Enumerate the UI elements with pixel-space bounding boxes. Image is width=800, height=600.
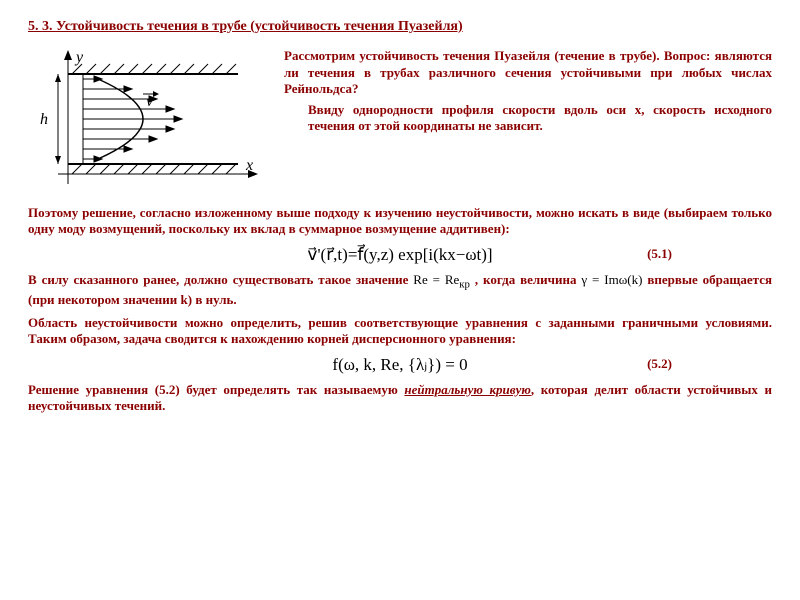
paragraph-5: Область неустойчивости можно определить,…: [28, 315, 772, 348]
paragraph-1: Рассмотрим устойчивость течения Пуазейля…: [284, 48, 772, 98]
p4-a: В силу сказанного ранее, должно существо…: [28, 272, 413, 287]
re-crit: Re = Reкр: [413, 272, 475, 287]
p4-b: , когда величина: [475, 272, 582, 287]
paragraph-3: Поэтому решение, согласно изложенному вы…: [28, 205, 772, 238]
eq1-number: (5.1): [647, 246, 672, 263]
eq1-text: v⃗'(r⃗,t)=f⃗(y,z) exp[i(kx−ωt)]: [307, 244, 492, 266]
section-title: 5. 3. Устойчивость течения в трубе (усто…: [28, 18, 772, 36]
y-axis-label: y: [74, 49, 84, 66]
h-label: h: [40, 111, 48, 128]
gamma-def: γ = Imω(k): [581, 272, 642, 287]
equation-5-1: v⃗'(r⃗,t)=f⃗(y,z) exp[i(kx−ωt)] (5.1): [28, 244, 772, 266]
p6-a: Решение уравнения (5.2) будет определять…: [28, 382, 404, 397]
eq2-text: f(ω, k, Re, {λⱼ}) = 0: [332, 354, 467, 376]
paragraph-6: Решение уравнения (5.2) будет определять…: [28, 382, 772, 415]
eq2-number: (5.2): [647, 356, 672, 373]
paragraph-2: Ввиду однородности профиля скорости вдол…: [284, 102, 772, 135]
v-label: v: [146, 93, 154, 110]
top-row: y x h: [28, 44, 772, 199]
equation-5-2: f(ω, k, Re, {λⱼ}) = 0 (5.2): [28, 354, 772, 376]
neutral-curve-term: нейтральную кривую: [404, 382, 530, 397]
poiseuille-diagram: y x h: [28, 44, 268, 199]
x-axis-label: x: [245, 157, 253, 174]
paragraph-4: В силу сказанного ранее, должно существо…: [28, 272, 772, 309]
